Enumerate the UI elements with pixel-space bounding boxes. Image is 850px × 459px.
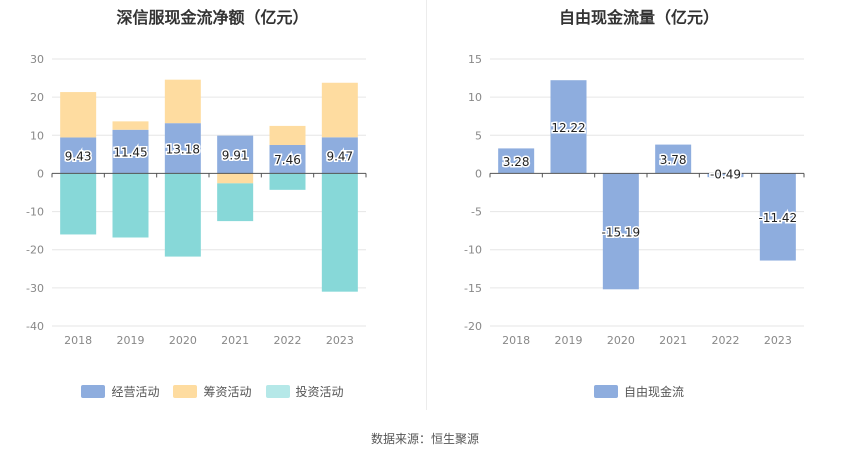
bar <box>60 137 97 174</box>
bar <box>759 173 796 261</box>
x-tick-label: 2019 <box>117 334 145 347</box>
panel-divider <box>426 0 427 410</box>
x-tick-label: 2022 <box>274 334 302 347</box>
chart-legend: 经营活动 筹资活动 投资活动 <box>0 383 425 400</box>
free-cashflow-panel: 自由现金流量（亿元） 15 10 5 0 -5 -10 -15 -20 3.28 12.22 -15… <box>428 0 850 459</box>
data-label: 3.78 <box>660 153 687 167</box>
y-tick-label: 0 <box>37 167 44 180</box>
y-tick-label: -15 <box>464 282 482 295</box>
bar <box>498 148 535 174</box>
data-label: -0.49 <box>710 167 741 181</box>
legend-label: 筹资活动 <box>203 385 252 399</box>
legend-item[interactable]: 投资活动 <box>265 383 344 400</box>
bar <box>60 92 97 138</box>
bar <box>550 80 587 174</box>
net-cashflow-chart: 30 20 10 0 -10 -20 -30 -40 9.43 11.45 13.18 9.91 7.4… <box>26 53 367 347</box>
data-label: 9.43 <box>65 149 92 163</box>
bar <box>269 144 306 174</box>
y-tick-label: -40 <box>26 320 44 333</box>
data-label: 13.18 <box>166 142 200 156</box>
y-tick-label: -20 <box>26 244 44 257</box>
data-label: 12.22 <box>551 121 585 135</box>
data-label: 3.28 <box>503 155 530 169</box>
bar <box>217 183 254 222</box>
y-tick-label: 20 <box>30 91 44 104</box>
bar <box>217 173 254 184</box>
bar <box>112 129 149 174</box>
x-tick-label: 2020 <box>169 334 197 347</box>
bar <box>164 79 201 124</box>
y-tick-label: 0 <box>475 167 482 180</box>
y-tick-label: -30 <box>26 282 44 295</box>
data-label: -11.42 <box>758 211 797 225</box>
bar <box>60 173 97 235</box>
legend-label: 经营活动 <box>111 385 160 399</box>
legend-label: 投资活动 <box>295 385 344 399</box>
legend-item[interactable]: 筹资活动 <box>173 383 252 400</box>
bar <box>655 144 692 174</box>
x-tick-label: 2023 <box>764 334 792 347</box>
legend-swatch <box>265 385 290 398</box>
data-label: 7.46 <box>274 153 301 167</box>
x-tick-label: 2023 <box>326 334 354 347</box>
y-tick-label: 30 <box>30 53 44 66</box>
x-tick-label: 2019 <box>555 334 583 347</box>
bar <box>321 137 358 174</box>
bar <box>164 123 201 174</box>
bar <box>269 173 306 190</box>
bar <box>707 173 744 178</box>
y-tick-label: -10 <box>464 244 482 257</box>
y-tick-label: 10 <box>30 129 44 142</box>
y-tick-label: -20 <box>464 320 482 333</box>
bar <box>112 121 149 130</box>
bar <box>321 82 358 138</box>
data-label: 9.47 <box>326 149 353 163</box>
data-label: 9.91 <box>222 149 249 163</box>
chart-title: 自由现金流量（亿元） <box>558 8 719 27</box>
bar <box>321 173 358 292</box>
bar <box>164 173 201 257</box>
chart-legend: 自由现金流 <box>428 383 850 400</box>
y-tick-label: 5 <box>475 129 482 142</box>
data-label: 11.45 <box>113 146 147 160</box>
legend-label: 自由现金流 <box>623 385 684 399</box>
y-tick-label: -5 <box>471 206 482 219</box>
y-tick-label: 15 <box>468 53 482 66</box>
x-tick-label: 2022 <box>712 334 740 347</box>
chart-title: 深信服现金流净额（亿元） <box>116 8 309 27</box>
free-cashflow-chart: 15 10 5 0 -5 -10 -15 -20 3.28 12.22 -15.19 3.78 -0.4… <box>464 53 805 347</box>
x-tick-label: 2021 <box>659 334 687 347</box>
x-tick-label: 2018 <box>64 334 92 347</box>
y-tick-label: -10 <box>26 206 44 219</box>
net-cashflow-panel: 深信服现金流净额（亿元） 30 20 10 0 -10 -20 -30 -40 9.43 11.4… <box>0 8 425 400</box>
x-tick-label: 2021 <box>221 334 249 347</box>
legend-item[interactable]: 自由现金流 <box>593 383 684 400</box>
bar <box>269 125 306 145</box>
legend-swatch <box>593 385 618 398</box>
data-source-note: 数据来源：恒生聚源 <box>370 432 479 446</box>
bar <box>112 173 149 238</box>
legend-swatch <box>81 385 106 398</box>
x-tick-label: 2020 <box>607 334 635 347</box>
legend-swatch <box>173 385 198 398</box>
bar <box>602 173 639 290</box>
x-tick-label: 2018 <box>502 334 530 347</box>
legend-item[interactable]: 经营活动 <box>81 383 159 400</box>
data-label: -15.19 <box>601 225 640 239</box>
bar <box>217 135 254 174</box>
y-tick-label: 10 <box>468 91 482 104</box>
